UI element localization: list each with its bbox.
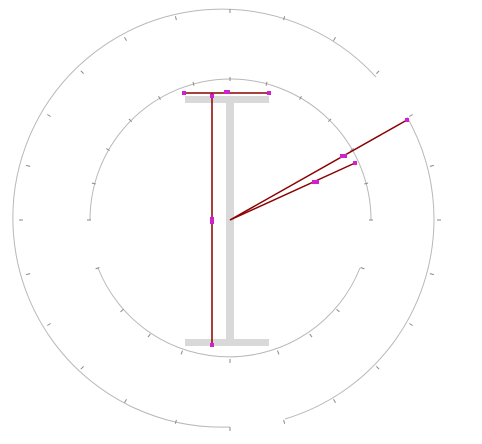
inner-tick-20: [336, 308, 340, 313]
outer-tick-13: [124, 399, 127, 403]
radius-line-inner[interactable]: [229, 162, 356, 221]
grips[interactable]: [182, 90, 409, 347]
outer-tick-17: [333, 399, 336, 403]
grip-flange-mid[interactable]: [224, 90, 230, 94]
inner-tick-7: [192, 81, 195, 86]
inner-tick-16: [180, 350, 183, 355]
inner-tick-4: [299, 95, 302, 100]
outer-tick-12: [80, 366, 84, 370]
outer-arc-lower-right[interactable]: [284, 219, 435, 420]
ibeam-web[interactable]: [226, 103, 234, 339]
inner-tick-11: [91, 182, 96, 185]
outer-tick-5: [124, 37, 127, 41]
inner-tick-14: [120, 308, 124, 313]
outer-arc[interactable]: [12, 8, 435, 428]
grip-radius-outer-mid[interactable]: [340, 154, 347, 158]
grip-flange-left[interactable]: [182, 91, 186, 95]
outer-tick-2: [283, 16, 286, 21]
inner-tick-9: [128, 118, 133, 123]
grip-height-top[interactable]: [210, 94, 214, 98]
inner-tick-3: [327, 118, 332, 123]
dimensions[interactable]: [184, 92, 408, 346]
outer-tick-8: [26, 164, 31, 167]
outer-tick-0: [376, 70, 380, 74]
inner-tick-8: [158, 95, 161, 100]
inner-arc[interactable]: [89, 78, 372, 358]
grip-flange-right[interactable]: [267, 91, 271, 95]
outer-arc-ticks: [19, 9, 441, 431]
outer-tick-7: [47, 114, 51, 117]
inner-tick-1: [364, 182, 369, 185]
grip-radius-inner-mid[interactable]: [312, 180, 319, 184]
outer-tick-11: [47, 323, 51, 326]
outer-tick-6: [80, 70, 84, 74]
grip-height-mid[interactable]: [210, 217, 214, 224]
inner-tick-13: [95, 267, 100, 270]
inner-tick-2: [350, 148, 355, 151]
inner-tick-18: [277, 350, 280, 355]
outer-tick-16: [283, 419, 286, 424]
ibeam-top-flange[interactable]: [185, 96, 269, 103]
inner-arc-lower[interactable]: [97, 267, 361, 358]
inner-arc-upper[interactable]: [89, 78, 372, 221]
grip-radius-inner-end[interactable]: [353, 161, 357, 165]
radius-line-outer[interactable]: [229, 119, 408, 221]
outer-tick-14: [174, 419, 177, 424]
inner-arc-ticks: [87, 77, 373, 363]
grip-height-bottom[interactable]: [210, 343, 214, 347]
ibeam-section[interactable]: [185, 96, 269, 346]
outer-tick-20: [429, 273, 434, 276]
outer-arc-right[interactable]: [406, 116, 435, 221]
outer-tick-23: [409, 114, 413, 117]
inner-tick-21: [360, 267, 365, 270]
outer-tick-18: [376, 366, 380, 370]
inner-tick-19: [309, 333, 313, 338]
inner-tick-5: [265, 81, 268, 86]
outer-arc-main[interactable]: [12, 8, 377, 428]
outer-tick-4: [174, 16, 177, 21]
outer-tick-22: [429, 164, 434, 167]
outer-tick-19: [409, 323, 413, 326]
grip-radius-outer-end[interactable]: [405, 118, 409, 122]
ibeam-bottom-flange[interactable]: [185, 339, 269, 346]
inner-tick-10: [105, 148, 110, 151]
outer-tick-10: [26, 273, 31, 276]
inner-tick-15: [147, 333, 151, 338]
outer-tick-1: [333, 37, 336, 41]
